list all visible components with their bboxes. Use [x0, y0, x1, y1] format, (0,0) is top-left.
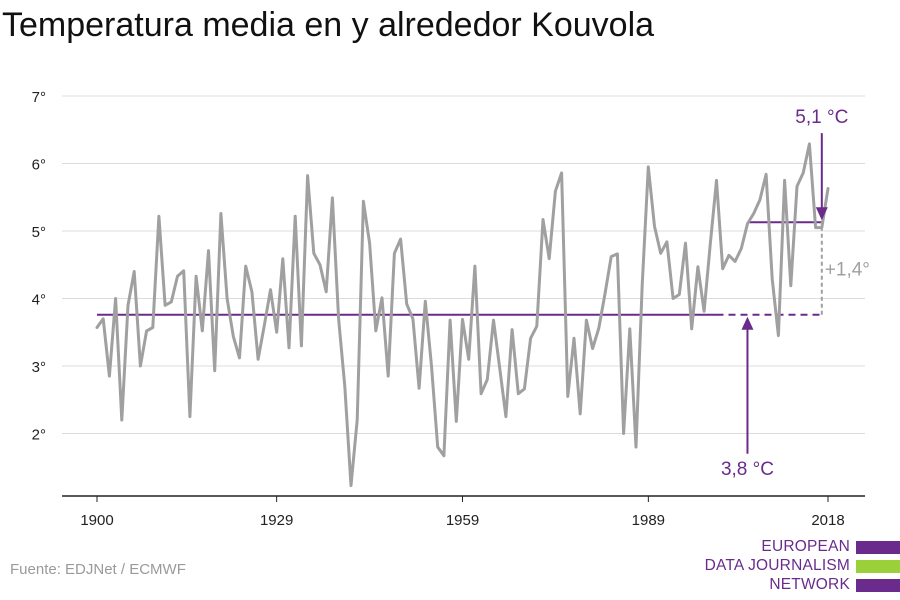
- x-tick-label: 1900: [80, 512, 113, 529]
- logo-bar-middle: [856, 560, 900, 573]
- x-tick-label: 1959: [446, 512, 479, 529]
- chart-title: Temperatura media en y alrededor Kouvola: [2, 6, 655, 44]
- logo-bar-top: [856, 541, 900, 554]
- y-tick-label: 2°: [32, 427, 46, 444]
- logo-line-european: EUROPEAN: [761, 538, 850, 555]
- source-note: Fuente: EDJNet / ECMWF: [10, 561, 186, 578]
- recent-annotation-label: 5,1 °C: [795, 107, 848, 128]
- temperature-series-line: [95, 142, 830, 487]
- y-tick-label: 7°: [32, 89, 46, 106]
- difference-label: +1,4°: [825, 259, 870, 280]
- y-tick-label: 5°: [32, 224, 46, 241]
- x-tick-label: 2018: [811, 512, 844, 529]
- y-tick-label: 6°: [32, 157, 46, 174]
- baseline-annotation-arrow-head: [741, 316, 754, 330]
- recent-annotation-arrow-head: [815, 207, 828, 221]
- logo-bar-bottom: [856, 579, 900, 592]
- baseline-annotation-label: 3,8 °C: [721, 459, 774, 480]
- series-lines: [95, 142, 830, 487]
- y-tick-label: 4°: [32, 292, 46, 309]
- x-axis: 1900 1929 1959 1989 2018: [62, 495, 865, 529]
- y-tick-label: 3°: [32, 359, 46, 376]
- annotations: 3,8 °C 5,1 °C +1,4°: [721, 107, 870, 480]
- x-tick-label: 1989: [632, 512, 665, 529]
- edjnet-logo: EUROPEAN DATA JOURNALISM NETWORK: [700, 538, 900, 598]
- logo-line-network: NETWORK: [769, 576, 850, 593]
- x-tick-label: 1929: [260, 512, 293, 529]
- logo-line-data-journalism: DATA JOURNALISM: [704, 557, 850, 574]
